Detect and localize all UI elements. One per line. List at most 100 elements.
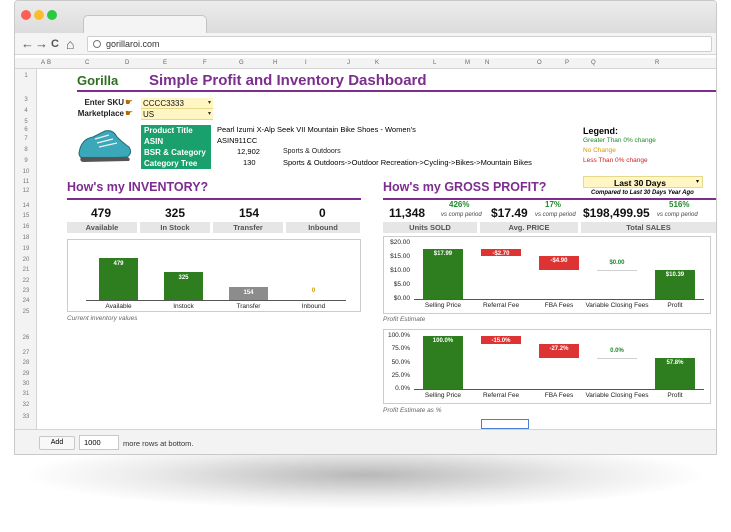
row-header-5[interactable]: 5 <box>24 119 28 125</box>
row-header-25[interactable]: 25 <box>22 309 30 315</box>
sku-label: Enter SKU <box>84 98 124 107</box>
selected-cell[interactable] <box>481 419 529 429</box>
column-header-n[interactable]: N <box>485 60 490 66</box>
title-divider <box>77 90 716 92</box>
data-label: $17.99 <box>433 250 453 257</box>
row-header-3[interactable]: 3 <box>24 97 28 103</box>
column-header-q[interactable]: Q <box>591 60 596 66</box>
inventory-available-label: Available <box>67 222 137 233</box>
sku-input[interactable]: CCCC3333 ▾ <box>141 98 213 109</box>
marketplace-label: Marketplace <box>77 109 124 118</box>
url-field[interactable]: gorillaroi.com <box>87 36 712 52</box>
row-header-33[interactable]: 33 <box>22 414 30 420</box>
row-header-22[interactable]: 22 <box>22 278 30 284</box>
row-header-26[interactable]: 26 <box>22 335 30 341</box>
column-header-k[interactable]: K <box>375 60 380 66</box>
row-header-11[interactable]: 11 <box>22 179 30 185</box>
x-tick-label: Variable Closing Fees <box>585 392 649 399</box>
forward-icon[interactable]: → <box>35 36 48 51</box>
row-header-14[interactable]: 14 <box>22 203 30 209</box>
units-sold-vs: vs comp period <box>441 212 482 218</box>
x-tick-label: Profit <box>667 302 683 309</box>
legend-greater: Greater Than 0% change <box>583 137 656 144</box>
row-header-31[interactable]: 31 <box>22 391 30 397</box>
data-label: -27.2% <box>549 345 569 352</box>
row-header-6[interactable]: 6 <box>24 127 28 133</box>
column-header-o[interactable]: O <box>537 60 542 66</box>
row-header-8[interactable]: 8 <box>24 147 28 153</box>
period-select[interactable]: Last 30 Days ▾ <box>583 176 703 188</box>
profit-pct-note: Profit Estimate as % <box>383 407 442 414</box>
column-header-b[interactable]: B <box>47 60 52 66</box>
period-value: Last 30 Days <box>614 178 666 188</box>
column-header-d[interactable]: D <box>125 60 130 66</box>
inventory-transfer-value: 154 <box>239 206 260 220</box>
row-header-18[interactable]: 18 <box>22 235 30 241</box>
row-header-32[interactable]: 32 <box>22 402 30 408</box>
units-sold-pct: 426% <box>449 200 470 209</box>
rows-count-input[interactable]: 1000 <box>79 435 119 450</box>
x-axis-line <box>414 389 704 390</box>
gorilla-logo: Gorilla <box>77 73 119 88</box>
reload-icon[interactable]: C <box>51 38 59 50</box>
column-header-e[interactable]: E <box>163 60 168 66</box>
dropdown-arrow-icon[interactable]: ▾ <box>695 179 699 185</box>
bar-variable-closing-fees <box>596 358 638 360</box>
bar-fba-fees <box>538 256 580 270</box>
row-header-21[interactable]: 21 <box>22 267 30 273</box>
row-header-1[interactable]: 1 <box>24 73 28 79</box>
column-header-h[interactable]: H <box>273 60 278 66</box>
row-header-15[interactable]: 15 <box>22 213 30 219</box>
product-title-value: Pearl Izumi X-Alp Seek VII Mountain Bike… <box>217 125 416 134</box>
add-rows-bar: Add 1000 more rows at bottom. <box>15 429 716 454</box>
row-header-12[interactable]: 12 <box>22 188 30 194</box>
row-header-4[interactable]: 4 <box>24 108 28 114</box>
bar-profit <box>654 358 696 389</box>
column-header-f[interactable]: F <box>203 60 207 66</box>
row-header-23[interactable]: 23 <box>22 288 30 294</box>
minimize-window-icon[interactable] <box>34 10 44 20</box>
column-header-g[interactable]: G <box>239 60 244 66</box>
column-header-p[interactable]: P <box>565 60 570 66</box>
row-header-28[interactable]: 28 <box>22 360 30 366</box>
row-header-30[interactable]: 30 <box>22 381 30 387</box>
close-window-icon[interactable] <box>21 10 31 20</box>
maximize-window-icon[interactable] <box>47 10 57 20</box>
bar-available <box>99 258 138 300</box>
back-icon[interactable]: ← <box>21 36 34 51</box>
add-rows-button[interactable]: Add <box>39 436 75 450</box>
row-header-9[interactable]: 9 <box>24 158 28 164</box>
marketplace-select[interactable]: US ▾ <box>141 109 213 120</box>
home-icon[interactable]: ⌂ <box>66 36 75 52</box>
row-header-16[interactable]: 16 <box>22 224 30 230</box>
total-sales-value: $198,499.95 <box>583 206 650 220</box>
row-header-24[interactable]: 24 <box>22 298 30 304</box>
column-header-m[interactable]: M <box>465 60 470 66</box>
bar-transfer <box>229 286 268 300</box>
column-header-r[interactable]: R <box>655 60 660 66</box>
data-label: 57.8% <box>666 360 684 367</box>
row-header-7[interactable]: 7 <box>24 136 28 142</box>
column-header-a[interactable]: A <box>41 60 46 66</box>
data-label: 100.0% <box>432 338 454 344</box>
row-header-29[interactable]: 29 <box>22 371 30 377</box>
data-label: 0.0% <box>610 348 624 355</box>
row-header-19[interactable]: 19 <box>22 246 30 252</box>
row-header-27[interactable]: 27 <box>22 350 30 356</box>
row-header-20[interactable]: 20 <box>22 257 30 263</box>
dropdown-arrow-icon[interactable]: ▾ <box>207 111 211 117</box>
bar-selling-price <box>422 336 464 389</box>
browser-tab[interactable] <box>83 15 207 33</box>
column-header-c[interactable]: C <box>85 60 90 66</box>
pointing-hand-icon: ☛ <box>125 97 134 107</box>
category-tree-value: 130 <box>243 158 256 167</box>
dropdown-arrow-icon[interactable]: ▾ <box>207 100 211 106</box>
x-tick-label: FBA Fees <box>544 392 574 399</box>
page-title: Simple Profit and Inventory Dashboard <box>149 72 427 89</box>
row-header-10[interactable]: 10 <box>22 169 30 175</box>
column-header-j[interactable]: J <box>347 60 350 66</box>
x-axis-line <box>414 299 704 300</box>
column-header-l[interactable]: L <box>433 60 437 66</box>
column-header-i[interactable]: I <box>305 60 307 66</box>
